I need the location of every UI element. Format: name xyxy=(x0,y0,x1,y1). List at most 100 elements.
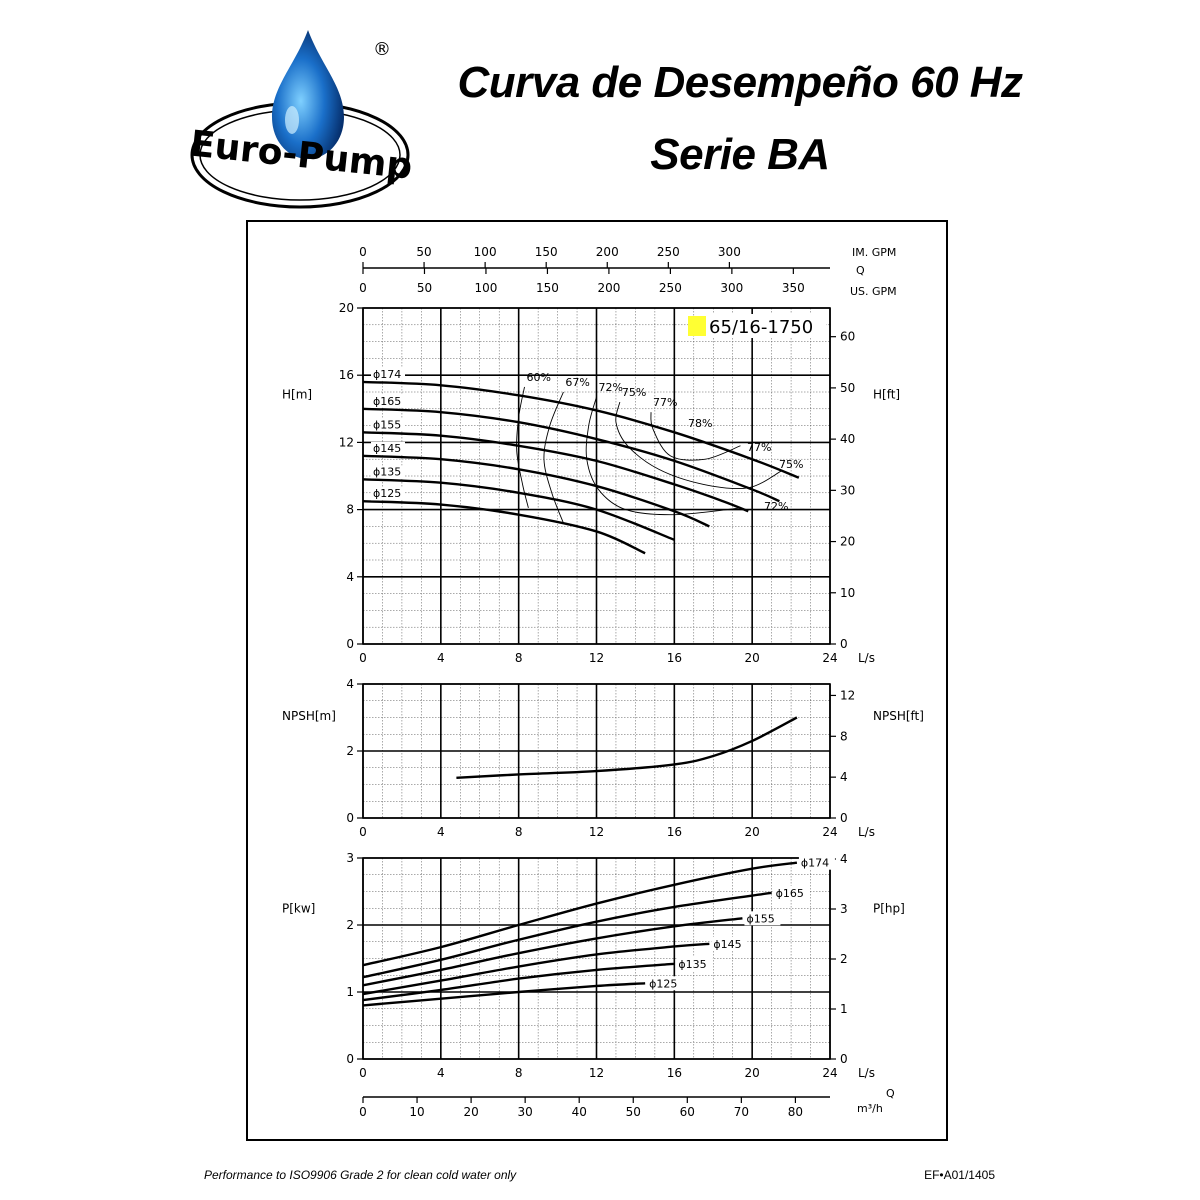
impeller-label-bg xyxy=(371,367,405,381)
m3h-tick-label: 40 xyxy=(572,1105,587,1119)
x-tick-label: 24 xyxy=(822,1066,837,1080)
us-gpm-tick-label: 0 xyxy=(359,281,367,295)
im-gpm-tick-label: 150 xyxy=(535,245,558,259)
y-tick-label: 4 xyxy=(346,570,354,584)
impeller-label-bg xyxy=(371,394,405,408)
x-tick-label: 0 xyxy=(359,651,367,665)
y2-tick-label: 4 xyxy=(840,852,848,866)
im-gpm-tick-label: 50 xyxy=(416,245,431,259)
power-label: ϕ145 xyxy=(713,938,741,951)
us-gpm-tick-label: 100 xyxy=(475,281,498,295)
y2-tick-label: 12 xyxy=(840,688,855,702)
m3h-tick-label: 60 xyxy=(680,1105,695,1119)
power-curve xyxy=(362,891,772,979)
efficiency-label: 75% xyxy=(779,458,803,471)
us-gpm-tick-label: 50 xyxy=(417,281,432,295)
y2-tick-label: 0 xyxy=(840,1052,848,1066)
us-gpm-tick-label: 350 xyxy=(782,281,805,295)
impeller-label: ϕ165 xyxy=(373,395,401,408)
euro-pump-logo: Euro-Pump ® xyxy=(190,30,414,209)
y-tick-label: 12 xyxy=(339,435,354,449)
im-gpm-tick-label: 300 xyxy=(718,245,741,259)
power-curve xyxy=(362,982,646,1007)
m3h-tick-label: 50 xyxy=(626,1105,641,1119)
im-gpm-tick-label: 100 xyxy=(474,245,497,259)
impeller-label: ϕ135 xyxy=(373,465,401,478)
y-axis-label: NPSH[m] xyxy=(282,709,336,723)
model-badge-highlight xyxy=(688,316,708,336)
model-badge-bg xyxy=(706,314,826,338)
y-tick-label: 3 xyxy=(346,851,354,865)
efficiency-label: 60% xyxy=(527,371,551,384)
x-tick-label: 20 xyxy=(745,825,760,839)
x-tick-label: 8 xyxy=(515,825,523,839)
power-label-bg xyxy=(676,956,713,971)
efficiency-label: 72% xyxy=(764,500,788,513)
plot-border xyxy=(362,307,831,645)
impeller-label-bg xyxy=(371,441,405,455)
x-tick-label: 12 xyxy=(589,825,604,839)
power-label: ϕ155 xyxy=(746,912,774,925)
impeller-label-bg xyxy=(371,465,405,479)
y2-tick-label: 0 xyxy=(840,811,848,825)
footer-code: EF•A01/1405 xyxy=(924,1168,995,1182)
y2-tick-label: 8 xyxy=(840,729,848,743)
efficiency-curve xyxy=(543,391,564,524)
x-tick-label: 0 xyxy=(359,1066,367,1080)
y-tick-label: 0 xyxy=(346,1052,354,1066)
y2-tick-label: 60 xyxy=(840,330,855,344)
head-curve xyxy=(362,407,780,503)
x-unit-label: L/s xyxy=(858,651,875,665)
us-gpm-tick-label: 250 xyxy=(659,281,682,295)
power-label-bg xyxy=(744,911,781,926)
x-tick-label: 24 xyxy=(822,825,837,839)
efficiency-label: 78% xyxy=(688,417,712,430)
y2-tick-label: 20 xyxy=(840,535,855,549)
y-axis-label: H[m] xyxy=(282,388,312,402)
power-curve xyxy=(362,962,675,1002)
efficiency-label: 77% xyxy=(747,441,771,454)
head-panel: 0 4 8 12 16 20 0 10 20 30 40 50 60 0 4 8 12 16 20 24 L/s H[m]… xyxy=(282,301,900,665)
y2-tick-label: 40 xyxy=(840,432,855,446)
impeller-label: ϕ125 xyxy=(373,487,401,500)
x-tick-label: 4 xyxy=(437,825,445,839)
model-label: 65/16-1750 xyxy=(709,317,813,338)
m3h-tick-label: 20 xyxy=(463,1105,478,1119)
head-curve xyxy=(362,431,749,513)
im-gpm-label: IM. GPM xyxy=(852,246,896,259)
power-curve xyxy=(362,917,743,987)
x-unit-label: L/s xyxy=(858,825,875,839)
y2-axis-label: NPSH[ft] xyxy=(873,709,924,723)
registered-mark: ® xyxy=(373,39,391,60)
power-label: ϕ165 xyxy=(776,887,804,900)
m3h-label: m³/h xyxy=(857,1102,883,1115)
y-tick-label: 2 xyxy=(346,918,354,932)
y-axis-label: P[kw] xyxy=(282,901,315,915)
power-label: ϕ174 xyxy=(801,857,829,870)
efficiency-label: 77% xyxy=(653,396,677,409)
us-gpm-tick-label: 150 xyxy=(536,281,559,295)
y2-axis-label: H[ft] xyxy=(873,388,900,402)
power-curve xyxy=(362,861,798,967)
efficiency-curve xyxy=(650,412,741,461)
x-tick-label: 0 xyxy=(359,825,367,839)
efficiency-curve xyxy=(585,396,741,516)
y2-tick-label: 3 xyxy=(840,902,848,916)
efficiency-label: 72% xyxy=(599,381,623,394)
x-unit-label: L/s xyxy=(858,1066,875,1080)
y2-tick-label: 2 xyxy=(840,952,848,966)
y-tick-label: 2 xyxy=(346,744,354,758)
m3h-tick-label: 70 xyxy=(734,1105,749,1119)
power-label-bg xyxy=(798,855,835,870)
y-tick-label: 1 xyxy=(346,985,354,999)
im-gpm-tick-label: 0 xyxy=(359,245,367,259)
x-tick-label: 4 xyxy=(437,651,445,665)
impeller-label-bg xyxy=(371,418,405,432)
x-tick-label: 8 xyxy=(515,651,523,665)
y-tick-label: 4 xyxy=(346,677,354,691)
x-tick-label: 20 xyxy=(745,1066,760,1080)
impeller-label: ϕ145 xyxy=(373,442,401,455)
y-tick-label: 16 xyxy=(339,368,354,382)
